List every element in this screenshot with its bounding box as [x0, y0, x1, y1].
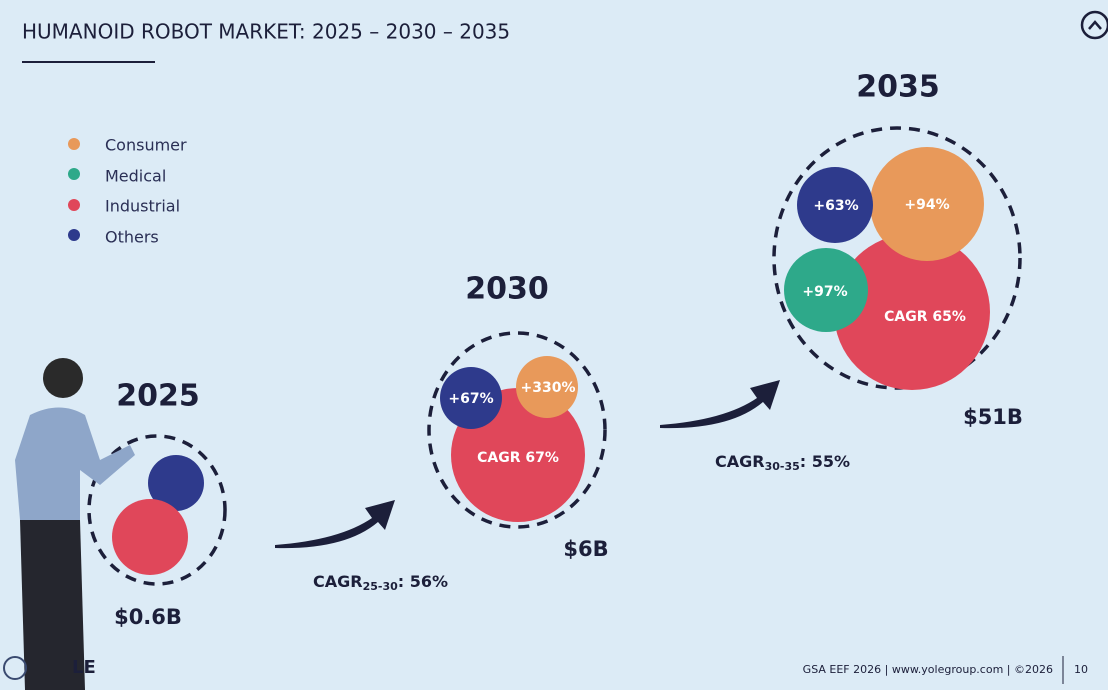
presenter: [15, 358, 135, 690]
cagr-value: : 55%: [800, 452, 850, 471]
legend-label: Consumer: [105, 136, 187, 155]
legend-label: Industrial: [105, 197, 180, 216]
bubble-label: +63%: [813, 198, 858, 214]
cagr-period: 30-35: [765, 460, 800, 473]
legend-dot: [68, 199, 80, 211]
market-total: $0.6B: [114, 605, 182, 629]
bubble-label: +94%: [904, 197, 949, 213]
bubble-label: +97%: [802, 284, 847, 300]
cagr-period: 25-30: [363, 580, 399, 593]
bubble-medical: [784, 248, 868, 332]
growth-arrow: [660, 380, 780, 429]
year-label: 2035: [856, 70, 940, 105]
bubble-industrial: [112, 499, 188, 575]
cagr-text: CAGR: [715, 452, 765, 471]
bubble-label: +67%: [448, 391, 493, 407]
footer-source: GSA EEF 2026 | www.yolegroup.com | ©2026: [803, 663, 1053, 676]
cagr-label: CAGR25-30: 56%: [313, 572, 448, 594]
bubble-label: CAGR 65%: [884, 309, 966, 325]
bubble-others: [440, 367, 502, 429]
bubble-label: CAGR 67%: [477, 450, 559, 466]
year-label: 2025: [116, 379, 200, 414]
cagr-text: CAGR: [313, 572, 363, 591]
market-total: $51B: [963, 405, 1023, 429]
page-number: 10: [1074, 663, 1088, 676]
growth-arrow: [275, 500, 395, 549]
slide-title: HUMANOID ROBOT MARKET: 2025 – 2030 – 203…: [22, 20, 510, 44]
scroll-up-icon[interactable]: [1080, 10, 1108, 40]
cagr-label: CAGR30-35: 55%: [715, 452, 850, 474]
bubble-label: +330%: [521, 380, 576, 396]
year-label: 2030: [465, 272, 549, 307]
bubble-industrial: [834, 234, 990, 390]
legend-label: Medical: [105, 167, 166, 186]
bubble-others: [797, 167, 873, 243]
cagr-value: : 56%: [398, 572, 448, 591]
bubble-consumer: [516, 356, 578, 418]
bubble-others: [148, 455, 204, 511]
market-boundary: [427, 331, 607, 529]
legend-dot: [68, 229, 80, 241]
logo-text: LE: [72, 657, 96, 678]
legend-dot: [68, 138, 80, 150]
logo-mark: [3, 656, 27, 680]
market-total: $6B: [563, 537, 608, 561]
bubble-consumer: [870, 147, 984, 261]
market-boundary: [87, 434, 227, 586]
legend-dot: [68, 168, 80, 180]
legend-label: Others: [105, 228, 159, 247]
scroll-up-chevron: [1088, 20, 1102, 30]
